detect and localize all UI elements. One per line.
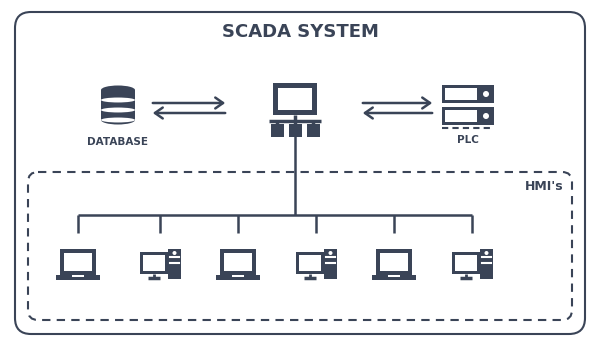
Circle shape [483,91,489,97]
Circle shape [329,251,332,255]
Bar [299,255,321,271]
Bar [480,249,493,279]
Bar [324,249,337,279]
Bar [296,252,324,274]
Bar [224,253,252,271]
Bar [64,253,92,271]
Bar [455,255,477,271]
Bar [380,253,408,271]
Text: DATABASE: DATABASE [88,137,149,147]
FancyBboxPatch shape [15,12,585,334]
Ellipse shape [101,98,135,103]
Bar [372,275,416,280]
Bar [442,85,494,103]
FancyBboxPatch shape [28,172,572,320]
Bar [143,255,165,271]
Ellipse shape [101,107,135,112]
Text: SCADA SYSTEM: SCADA SYSTEM [221,23,379,41]
Bar [168,249,181,279]
Circle shape [483,113,489,119]
Bar [72,275,84,277]
Ellipse shape [101,118,135,122]
Text: PLC: PLC [457,135,479,145]
Bar [307,124,320,137]
Bar [273,83,317,115]
Bar [452,252,480,274]
Ellipse shape [101,85,135,94]
Bar [278,88,312,110]
Bar [445,110,477,122]
Bar [388,275,400,277]
Ellipse shape [101,116,135,125]
Bar [271,124,284,137]
Bar [376,249,412,275]
Bar [232,275,244,277]
Bar [60,249,96,275]
Bar [220,249,256,275]
Bar [216,275,260,280]
Bar [442,107,494,125]
Bar [140,252,168,274]
Text: HMI's: HMI's [526,180,564,193]
Circle shape [173,251,176,255]
Bar [101,90,135,120]
Circle shape [485,251,488,255]
Bar [289,124,302,137]
Bar [445,88,477,100]
Bar [56,275,100,280]
